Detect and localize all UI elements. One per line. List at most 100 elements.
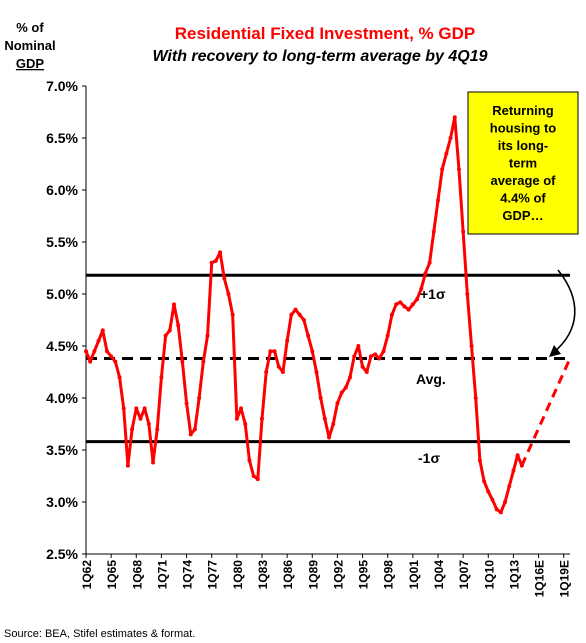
data-point [188, 432, 193, 437]
data-point [469, 344, 474, 348]
data-point [138, 416, 143, 421]
y-axis-label-line3: GDP [16, 56, 45, 71]
data-point [348, 375, 352, 380]
y-axis-label-line1: % of [16, 20, 44, 35]
x-tick-label: 1Q19E [558, 560, 572, 597]
data-point [515, 453, 520, 458]
annotation-text: Returning housing to its long-term average … [490, 103, 556, 223]
data-point [234, 416, 239, 421]
x-tick-label: 1Q74 [181, 560, 195, 590]
annotation-box [467, 91, 579, 235]
y-tick-label: 7.0% [46, 78, 78, 94]
data-point [423, 271, 428, 276]
chart-title: Residential Fixed Investment, % GDP [175, 24, 475, 43]
data-point [436, 198, 440, 203]
historical-line [84, 115, 524, 514]
y-axis-label-line2: Nominal [4, 38, 55, 53]
data-point [100, 328, 105, 333]
data-point [297, 312, 302, 317]
x-tick-label: 1Q13 [507, 560, 521, 590]
x-tick-label: 1Q83 [256, 560, 270, 590]
data-point [92, 349, 97, 354]
data-point [360, 364, 365, 369]
data-point [381, 349, 386, 354]
data-point [335, 401, 340, 406]
y-tick-label: 4.5% [46, 338, 78, 354]
data-point [327, 435, 332, 440]
data-point [322, 416, 327, 421]
data-point [511, 468, 516, 473]
data-point [498, 510, 503, 515]
x-tick-label: 1Q10 [482, 560, 496, 590]
data-point [389, 312, 394, 317]
annotation-arrow [553, 269, 576, 353]
data-point [406, 307, 411, 312]
plus-one-sigma-label: +1σ [420, 286, 446, 302]
data-point [134, 406, 139, 411]
data-point [306, 333, 311, 338]
y-axis-ticks: 2.5% 3.0% 3.5% 4.0% 4.5% 5.0% 5.5% 6.0% 6.5% 7.0% [46, 78, 86, 562]
data-point [201, 359, 206, 364]
data-point [213, 258, 218, 263]
data-point [226, 292, 231, 296]
x-tick-label: 1Q95 [357, 560, 371, 590]
data-point [318, 396, 323, 400]
data-point [314, 370, 319, 374]
data-point [285, 338, 290, 343]
annotation-arrowhead [549, 345, 561, 357]
y-tick-label: 3.5% [46, 442, 78, 458]
x-tick-label: 1Q62 [80, 560, 94, 590]
data-point [473, 396, 478, 400]
data-point [394, 302, 399, 307]
data-point [88, 359, 93, 364]
data-point [104, 349, 109, 354]
data-point [331, 422, 336, 426]
data-point [310, 349, 315, 354]
data-point [151, 460, 156, 465]
chart-subtitle: With recovery to long-term average by 4Q… [152, 48, 487, 65]
y-tick-label: 6.0% [46, 182, 78, 198]
x-tick-label: 1Q07 [457, 560, 471, 590]
data-point [486, 489, 491, 494]
data-point [456, 167, 461, 172]
data-point [440, 167, 445, 172]
data-point [218, 250, 223, 255]
annotation-line: average of [490, 173, 556, 188]
data-point [276, 364, 281, 369]
data-point [130, 427, 135, 432]
data-point [222, 276, 227, 281]
data-point [192, 427, 197, 432]
forecast-line [520, 357, 572, 467]
x-tick-label: 1Q04 [432, 560, 446, 590]
data-point [368, 354, 373, 359]
data-point [264, 370, 269, 374]
data-point [121, 406, 126, 411]
data-point [247, 458, 252, 463]
data-point [356, 344, 361, 348]
data-point [377, 356, 382, 361]
data-point [163, 333, 168, 338]
avg-label: Avg. [416, 371, 446, 387]
annotation-line: 4.4% of [500, 191, 546, 206]
minus-one-sigma-label: -1σ [418, 450, 440, 466]
data-point [431, 229, 436, 234]
data-point [490, 497, 495, 502]
data-point [482, 479, 487, 484]
data-point [343, 385, 348, 390]
data-point [197, 396, 202, 400]
x-tick-label: 1Q65 [105, 560, 119, 590]
data-point [180, 359, 185, 364]
data-point [452, 115, 457, 120]
y-tick-label: 4.0% [46, 390, 78, 406]
data-point [494, 507, 499, 512]
annotation-line: Returning [492, 103, 553, 118]
data-point [159, 375, 164, 380]
y-tick-label: 5.0% [46, 286, 78, 302]
y-tick-label: 2.5% [46, 546, 78, 562]
data-point [444, 151, 449, 156]
y-tick-label: 3.0% [46, 494, 78, 510]
data-point [184, 401, 189, 406]
data-point [352, 354, 357, 359]
source-note: Source: BEA, Stifel estimates & format. [4, 628, 195, 640]
data-point [410, 302, 415, 307]
